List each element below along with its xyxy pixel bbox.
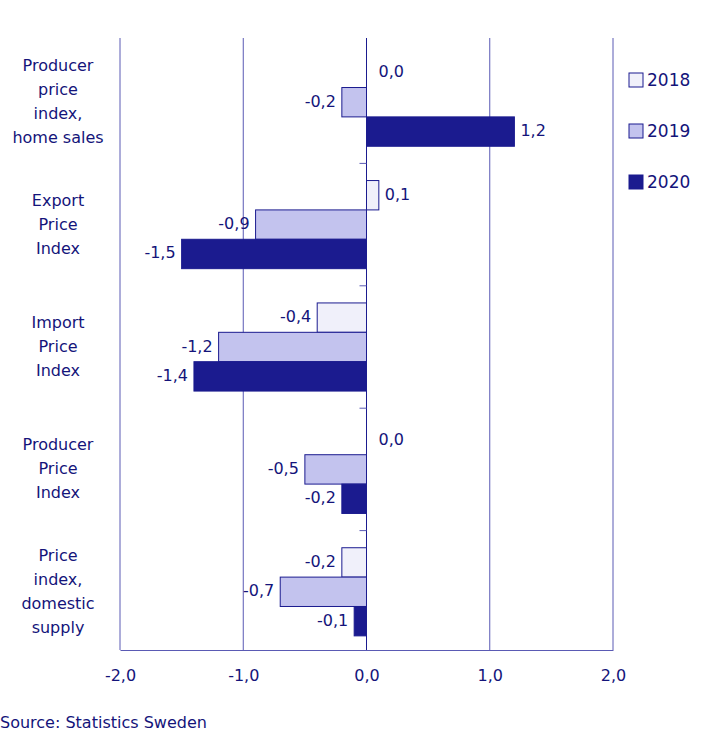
data-label: -1,4 [157,366,188,385]
bar [366,58,367,87]
category-separator [360,163,367,164]
tick: 0,0 [354,650,379,685]
category-label-line: index, [34,569,83,588]
category-label-line: Index [36,483,80,502]
data-label: -0,5 [268,459,299,478]
data-label: -0,2 [305,552,336,571]
grid-line [613,38,614,650]
bar [256,210,367,239]
tick: 1,0 [478,650,503,685]
category-label-line: index, [34,104,83,123]
category-label: Producer price index, home sales [12,56,103,147]
bars [182,88,515,636]
legend-swatch [629,73,643,87]
axis-line [121,650,614,651]
data-label: -0,7 [243,581,274,600]
bar [367,117,515,146]
category-label-line: home sales [12,128,103,147]
legend-swatch [629,175,643,189]
category-separator [360,285,367,286]
bar [366,425,367,454]
category-separator [360,408,367,409]
tick: 2,0 [601,650,626,685]
legend-label: 2020 [647,172,690,192]
category-label-line: Price [38,214,77,233]
data-label: -0,2 [305,92,336,111]
bar [342,88,367,117]
chart: -2,0 -1,0 0,0 1,0 2,0 Producer price index, home… [0,0,709,738]
data-label: -0,9 [218,214,249,233]
category-label-line: Producer [23,56,94,75]
category-label-line: Price [38,337,77,356]
tick-label: 2,0 [601,666,626,685]
category-label-line: Price [38,459,77,478]
legend: 2018 2019 2020 [629,70,690,192]
data-label: -0,1 [317,611,348,630]
bar [280,577,366,606]
bar [317,303,366,332]
category-separator [360,530,367,531]
x-axis: -2,0 -1,0 0,0 1,0 2,0 [105,650,626,685]
tick-label: 1,0 [478,666,503,685]
grid-line [120,38,121,650]
tick-label: -1,0 [228,666,259,685]
tick: -1,0 [228,650,259,685]
data-label: -1,2 [181,337,212,356]
tick-label: -2,0 [105,666,136,685]
category-label-line: Price [38,545,77,564]
data-label: 1,2 [520,121,545,140]
category-label: Price index, domestic supply [21,545,94,636]
data-label: -0,2 [305,488,336,507]
category-label-line: domestic [21,593,94,612]
data-labels: 0,0 0,1 -0,4 0,0 -0,2 -0,2 -0,9 -1,2 -0,5 -0,7 1,2… [144,62,545,629]
data-label: 0,0 [379,430,404,449]
bar [305,455,367,484]
category-label-line: Import [31,313,84,332]
data-label: -0,4 [280,307,311,326]
bar [194,362,367,391]
bar [342,548,367,577]
legend-label: 2018 [647,70,690,90]
category-label: Export Price Index [32,190,84,257]
category-label: Import Price Index [31,313,84,380]
bar [182,239,367,268]
category-label-line: supply [32,617,85,636]
bar [354,606,366,635]
data-label: 0,1 [385,185,410,204]
legend-label: 2019 [647,121,690,141]
data-label: 0,0 [379,62,404,81]
tick: -2,0 [105,650,136,685]
category-label-line: Export [32,190,84,209]
legend-swatch [629,124,643,138]
category-label-line: Index [36,361,80,380]
bar [219,332,367,361]
bar [342,484,367,513]
category-labels: Producer price index, home sales Export Price… [12,56,103,637]
tick-label: 0,0 [354,666,379,685]
data-label: -1,5 [144,243,175,262]
category-label: Producer Price Index [23,435,94,502]
source: Source: Statistics Sweden [0,713,207,732]
category-label-line: Index [36,238,80,257]
grid [120,38,613,650]
category-label-line: Producer [23,435,94,454]
bar [367,181,379,210]
category-label-line: price [38,80,78,99]
